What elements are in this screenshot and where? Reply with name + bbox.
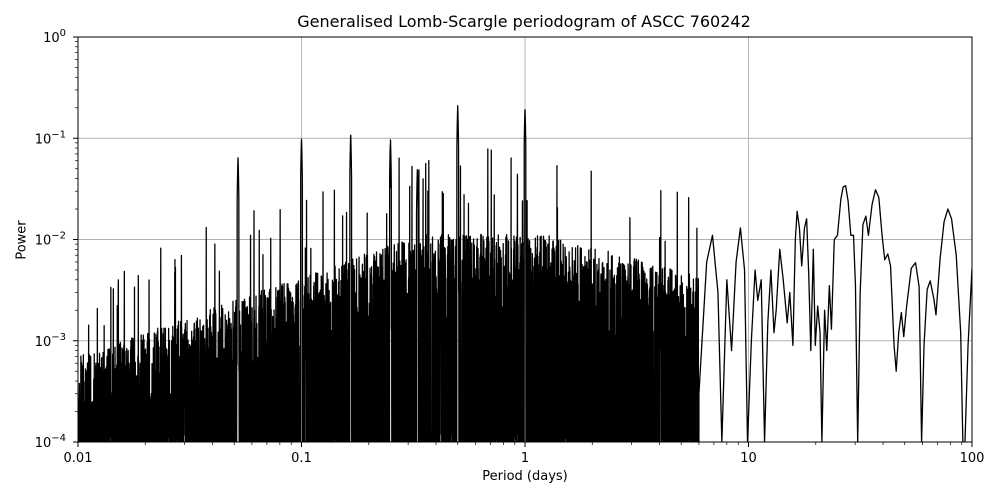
y-axis-ticks: 10−4 10−3 10−2 10−1 100 (35, 28, 78, 451)
x-tick-label: 10 (740, 451, 757, 466)
y-tick-label: 10−4 (35, 433, 66, 451)
periodogram-line (78, 105, 972, 442)
x-tick-label: 0.1 (291, 451, 312, 466)
x-axis-label: Period (days) (482, 469, 568, 484)
x-tick-label: 1 (521, 451, 529, 466)
x-tick-label: 100 (960, 451, 985, 466)
x-tick-label: 0.01 (64, 451, 93, 466)
chart-title: Generalised Lomb-Scargle periodogram of … (297, 12, 751, 31)
y-tick-label: 10−3 (35, 332, 66, 350)
x-axis-ticks: 0.01 0.1 1 10 100 (64, 442, 985, 466)
y-tick-label: 10−1 (35, 129, 66, 147)
y-tick-label: 10−2 (35, 231, 66, 249)
y-tick-label: 100 (43, 28, 66, 46)
